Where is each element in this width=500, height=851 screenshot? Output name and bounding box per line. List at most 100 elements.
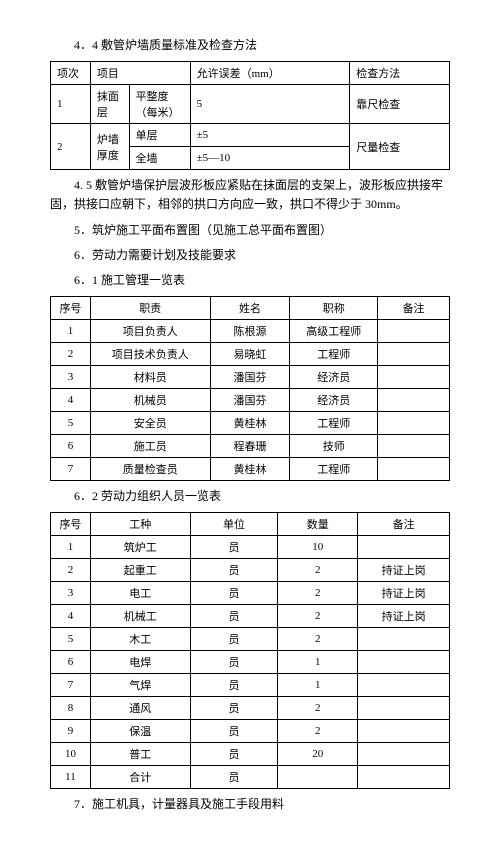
cell: 1 (278, 651, 358, 674)
cell: 黄桂林 (210, 412, 290, 435)
cell: 通风 (90, 697, 190, 720)
cell (378, 412, 450, 435)
cell: 2 (51, 124, 91, 170)
th-seq: 序号 (51, 297, 91, 320)
table-row: 10普工员20 (51, 743, 450, 766)
cell: 项目负责人 (90, 320, 210, 343)
cell (378, 320, 450, 343)
cell: 陈根源 (210, 320, 290, 343)
cell: 平整度（每米） (129, 85, 190, 124)
cell: 员 (190, 743, 278, 766)
cell (358, 697, 450, 720)
cell (378, 389, 450, 412)
cell: 1 (51, 320, 91, 343)
cell: 项目技术负责人 (90, 343, 210, 366)
table-row: 7气焊员1 (51, 674, 450, 697)
table-header-row: 序号 工种 单位 数量 备注 (51, 513, 450, 536)
heading-6-1: 6．1 施工管理一览表 (50, 271, 450, 290)
cell: 潘国芬 (210, 366, 290, 389)
table-4-4: 项次 项目 允许误差（mm） 检查方法 1 抹面层 平整度（每米） 5 靠尺检查… (50, 61, 450, 170)
cell: 保温 (90, 720, 190, 743)
cell: 9 (51, 720, 91, 743)
cell: 2 (278, 628, 358, 651)
cell: 起重工 (90, 559, 190, 582)
cell: 10 (51, 743, 91, 766)
cell: 靠尺检查 (350, 85, 450, 124)
cell: 5 (190, 85, 350, 124)
cell: 员 (190, 559, 278, 582)
table-row: 4机械员潘国芬经济员 (51, 389, 450, 412)
heading-6: 6．劳动力需要计划及技能要求 (50, 246, 450, 265)
th-tolerance: 允许误差（mm） (190, 62, 350, 85)
th-trade: 工种 (90, 513, 190, 536)
cell: 2 (278, 605, 358, 628)
cell (278, 766, 358, 789)
cell: 电焊 (90, 651, 190, 674)
cell: 安全员 (90, 412, 210, 435)
cell: 技师 (290, 435, 378, 458)
cell: 员 (190, 536, 278, 559)
table-row: 9保温员2 (51, 720, 450, 743)
cell: ±5 (190, 124, 350, 147)
cell (358, 743, 450, 766)
cell: 程春珊 (210, 435, 290, 458)
table-row: 7质量检查员黄桂林工程师 (51, 458, 450, 481)
cell: 2 (278, 582, 358, 605)
table-row: 2起重工员2持证上岗 (51, 559, 450, 582)
cell: 2 (278, 720, 358, 743)
cell (358, 674, 450, 697)
cell: 员 (190, 766, 278, 789)
th-seq: 项次 (51, 62, 91, 85)
cell: 20 (278, 743, 358, 766)
th-remark: 备注 (378, 297, 450, 320)
cell (358, 628, 450, 651)
cell: 5 (51, 412, 91, 435)
cell: 合计 (90, 766, 190, 789)
cell: 材料员 (90, 366, 210, 389)
th-item: 项目 (90, 62, 190, 85)
cell: 电工 (90, 582, 190, 605)
table-row: 3材料员潘国芬经济员 (51, 366, 450, 389)
cell: 质量检查员 (90, 458, 210, 481)
cell: 气焊 (90, 674, 190, 697)
table-row: 5安全员黄桂林工程师 (51, 412, 450, 435)
table-row: 4机械工员2持证上岗 (51, 605, 450, 628)
th-duty: 职责 (90, 297, 210, 320)
cell: 员 (190, 697, 278, 720)
cell: 机械员 (90, 389, 210, 412)
cell: 2 (278, 697, 358, 720)
cell: 4 (51, 605, 91, 628)
th-remark: 备注 (358, 513, 450, 536)
table-row: 1筑炉工员10 (51, 536, 450, 559)
cell: 易晓虹 (210, 343, 290, 366)
table-header-row: 项次 项目 允许误差（mm） 检查方法 (51, 62, 450, 85)
table-row: 1 抹面层 平整度（每米） 5 靠尺检查 (51, 85, 450, 124)
cell (358, 651, 450, 674)
table-row: 11合计员 (51, 766, 450, 789)
cell: 1 (278, 674, 358, 697)
cell: 11 (51, 766, 91, 789)
cell: 2 (51, 343, 91, 366)
table-header-row: 序号 职责 姓名 职称 备注 (51, 297, 450, 320)
cell: 4 (51, 389, 91, 412)
cell: 员 (190, 582, 278, 605)
cell: 持证上岗 (358, 605, 450, 628)
cell: 炉墙厚度 (90, 124, 129, 170)
cell: 员 (190, 720, 278, 743)
cell: 员 (190, 651, 278, 674)
table-row: 3电工员2持证上岗 (51, 582, 450, 605)
cell: 高级工程师 (290, 320, 378, 343)
cell: 工程师 (290, 412, 378, 435)
cell (358, 536, 450, 559)
cell (378, 435, 450, 458)
cell: 2 (278, 559, 358, 582)
cell: 2 (51, 559, 91, 582)
heading-5: 5．筑炉施工平面布置图（见施工总平面布置图） (50, 221, 450, 240)
cell: 普工 (90, 743, 190, 766)
th-name: 姓名 (210, 297, 290, 320)
th-seq: 序号 (51, 513, 91, 536)
cell: 10 (278, 536, 358, 559)
cell: 机械工 (90, 605, 190, 628)
cell: 工程师 (290, 458, 378, 481)
table-row: 2项目技术负责人易晓虹工程师 (51, 343, 450, 366)
